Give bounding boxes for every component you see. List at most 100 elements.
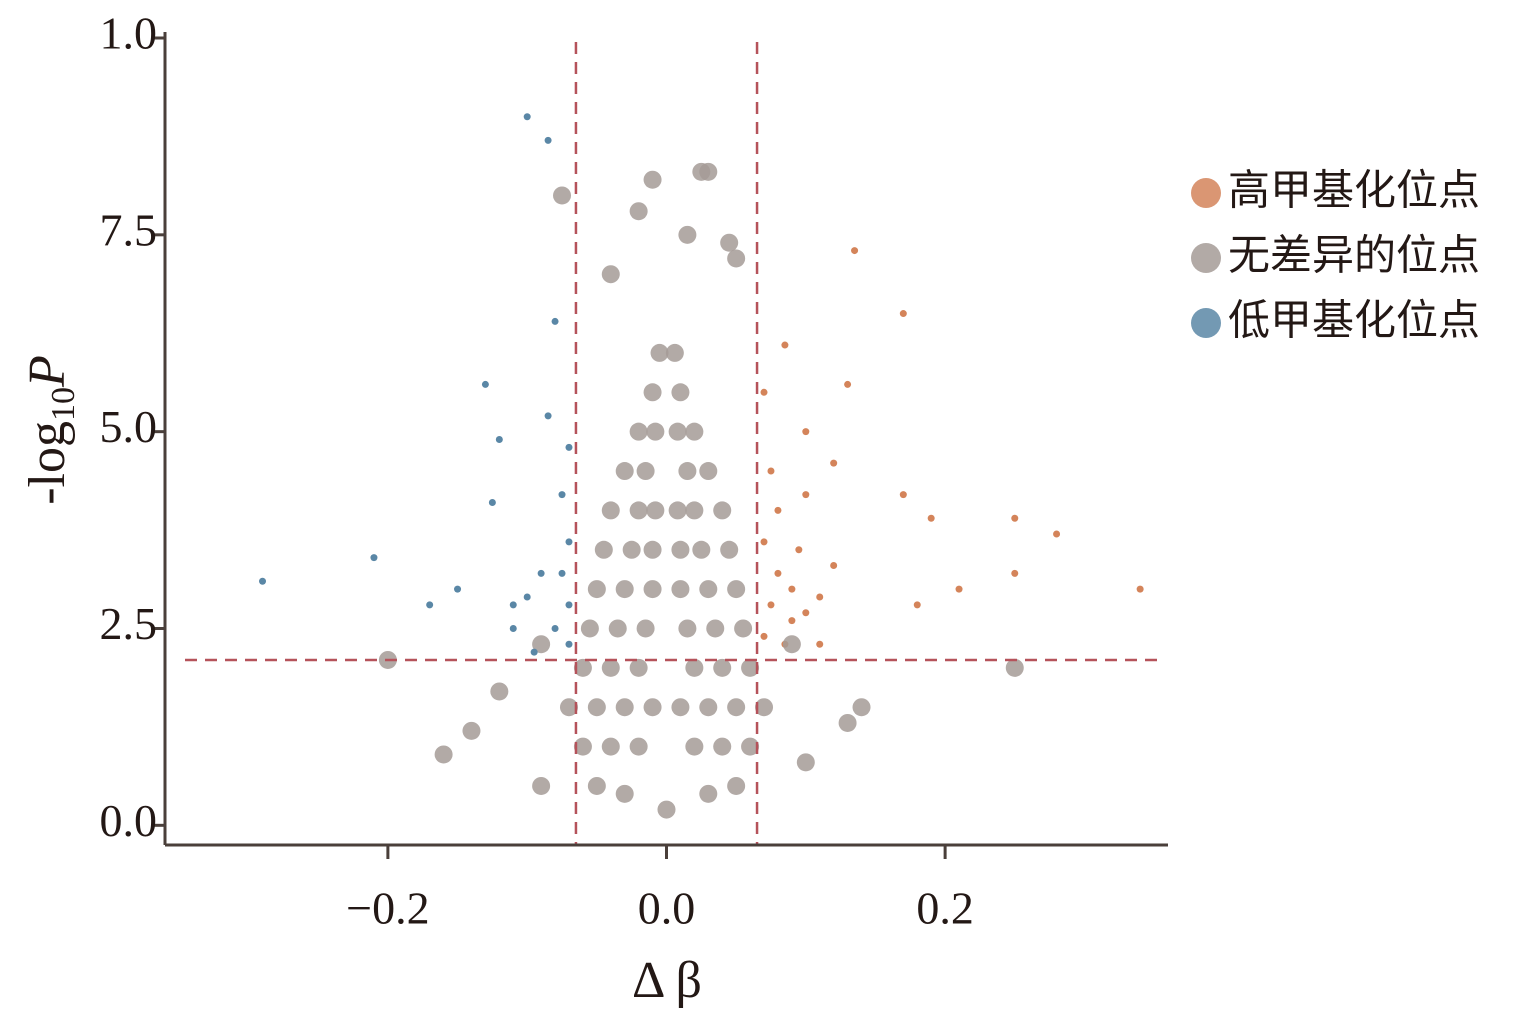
point xyxy=(727,698,746,717)
point xyxy=(1136,585,1144,593)
point xyxy=(629,737,648,756)
legend-label: 高甲基化位点 xyxy=(1228,166,1480,215)
point xyxy=(713,658,732,677)
y-label-part: -log xyxy=(19,421,76,505)
point xyxy=(851,247,859,255)
point xyxy=(601,658,620,677)
point xyxy=(454,585,462,593)
point xyxy=(671,580,690,599)
point xyxy=(767,467,775,475)
x-tick-label: −0.2 xyxy=(346,883,429,934)
point xyxy=(488,499,496,507)
point xyxy=(767,601,775,609)
point xyxy=(665,343,684,362)
point xyxy=(509,601,517,609)
point xyxy=(802,491,810,499)
legend-swatch xyxy=(1191,243,1221,273)
point xyxy=(816,593,824,601)
point xyxy=(699,784,718,803)
point xyxy=(774,569,782,577)
point xyxy=(481,380,489,388)
legend-swatch xyxy=(1191,308,1221,338)
y-tick-label: 5.0 xyxy=(100,401,158,452)
point xyxy=(1011,514,1019,522)
point xyxy=(523,593,531,601)
legend-label: 低甲基化位点 xyxy=(1228,296,1480,345)
point xyxy=(601,265,620,284)
point xyxy=(699,162,718,181)
point xyxy=(699,580,718,599)
y-label-subscript: 10 xyxy=(45,387,82,421)
point xyxy=(426,601,434,609)
point xyxy=(573,658,592,677)
point xyxy=(259,577,267,585)
point xyxy=(509,624,517,632)
point xyxy=(553,186,572,205)
point xyxy=(615,580,634,599)
point xyxy=(830,562,838,570)
point xyxy=(760,632,768,640)
point xyxy=(795,546,803,554)
point xyxy=(838,713,857,732)
point xyxy=(636,619,655,638)
legend-swatch xyxy=(1191,178,1221,208)
point xyxy=(713,737,732,756)
point xyxy=(685,501,704,520)
point xyxy=(629,658,648,677)
point xyxy=(615,462,634,481)
point xyxy=(643,540,662,559)
point xyxy=(537,569,545,577)
point xyxy=(629,422,648,441)
point xyxy=(565,443,573,451)
point xyxy=(544,136,552,144)
x-axis-label: Δ β xyxy=(632,952,702,1009)
point xyxy=(781,341,789,349)
y-tick-label: 1.0 xyxy=(100,8,158,59)
point xyxy=(580,619,599,638)
point xyxy=(643,580,662,599)
point xyxy=(802,609,810,617)
point xyxy=(782,635,801,654)
point xyxy=(830,459,838,467)
point xyxy=(788,617,796,625)
point xyxy=(650,343,669,362)
y-tick-label: 7.5 xyxy=(100,204,158,255)
point xyxy=(462,721,481,740)
point xyxy=(532,776,551,795)
point xyxy=(622,540,641,559)
point xyxy=(927,514,935,522)
legend-label: 无差异的位点 xyxy=(1228,231,1480,280)
point xyxy=(615,784,634,803)
point xyxy=(774,506,782,514)
point xyxy=(643,698,662,717)
point xyxy=(796,753,815,772)
x-tick-label: 0.2 xyxy=(916,883,974,934)
point xyxy=(816,640,824,648)
point xyxy=(601,737,620,756)
point xyxy=(678,619,697,638)
point xyxy=(678,225,697,244)
point xyxy=(899,310,907,318)
point xyxy=(727,776,746,795)
y-tick-label: 2.5 xyxy=(100,598,158,649)
point xyxy=(646,422,665,441)
point xyxy=(668,422,687,441)
point xyxy=(608,619,627,638)
point xyxy=(788,585,796,593)
point xyxy=(720,540,739,559)
point xyxy=(643,170,662,189)
point xyxy=(530,648,538,656)
point xyxy=(601,501,620,520)
point xyxy=(551,317,559,325)
point xyxy=(1011,569,1019,577)
point xyxy=(551,624,559,632)
point xyxy=(741,737,760,756)
point xyxy=(720,233,739,252)
point xyxy=(760,538,768,546)
point xyxy=(615,698,634,717)
point xyxy=(558,491,566,499)
point xyxy=(495,436,503,444)
point xyxy=(955,585,963,593)
point xyxy=(643,383,662,402)
